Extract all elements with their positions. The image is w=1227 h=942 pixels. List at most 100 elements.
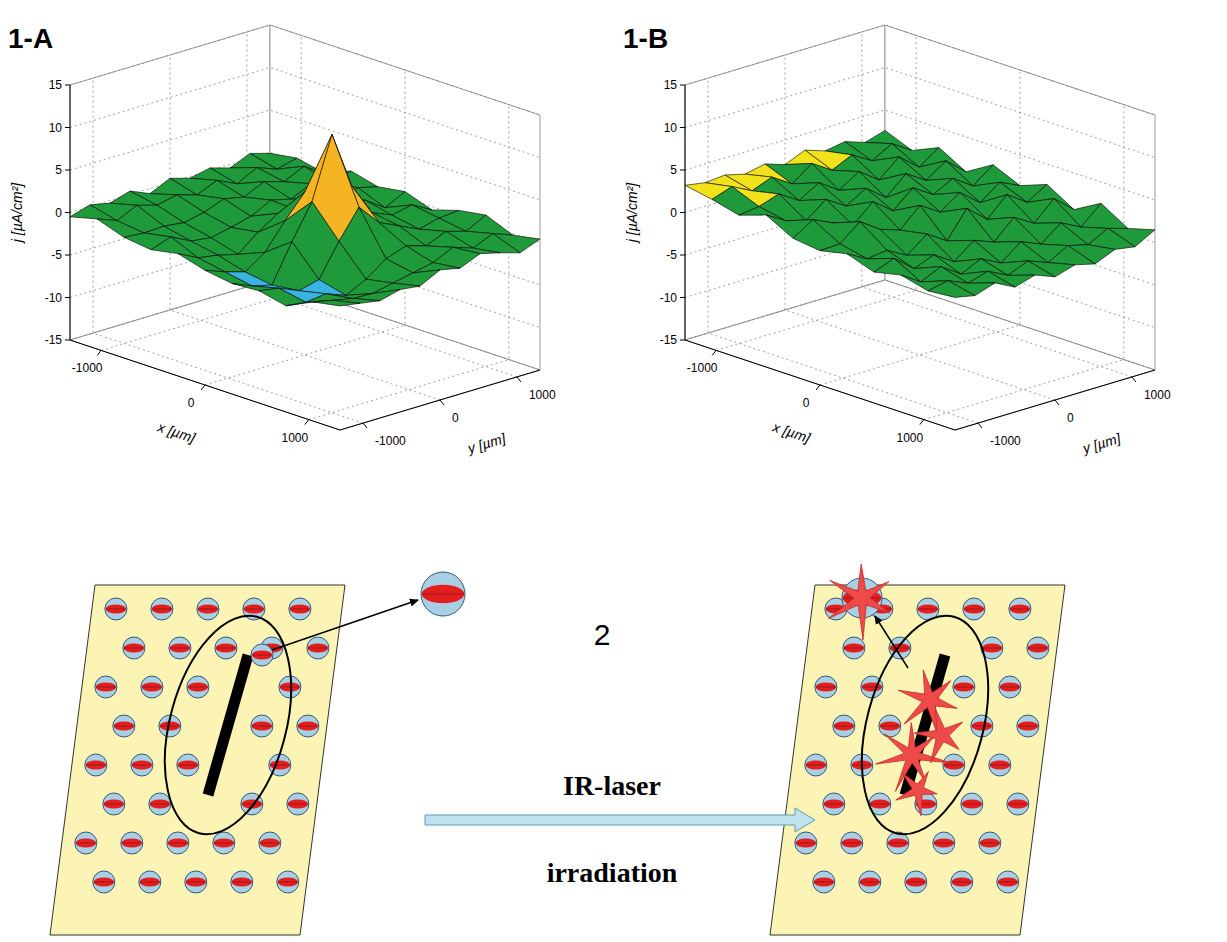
surface-cell (1048, 246, 1095, 265)
particle (121, 832, 143, 854)
surface-cell (426, 231, 473, 248)
z-tick-label: 5 (55, 163, 62, 177)
floor (685, 280, 1155, 430)
surface-cell (759, 194, 806, 221)
surface-cell (70, 205, 117, 221)
z-tick-label: -15 (660, 333, 678, 347)
particle (139, 871, 161, 893)
z-tick (680, 297, 685, 298)
particle (297, 715, 319, 737)
surface-cell (244, 182, 291, 200)
x-axis-title: x [µm] (155, 418, 198, 446)
step-label: 2 (594, 618, 611, 651)
z-tick (65, 340, 70, 341)
y-grid-line (708, 78, 978, 423)
particle (213, 832, 235, 854)
surface-cell (230, 153, 277, 169)
particle (421, 572, 465, 616)
y-axis-title: y [µm] (465, 430, 508, 457)
y-tick (517, 377, 521, 382)
surface-cell (259, 288, 306, 306)
particle (149, 793, 171, 815)
particle (215, 637, 237, 659)
particle (997, 871, 1019, 893)
z-tick-label: -10 (45, 291, 63, 305)
z-tick-label: -5 (666, 248, 677, 262)
particle (933, 832, 955, 854)
y-tick-label: 0 (452, 411, 459, 425)
surface-panel: -15-10-5051015-100001000-100001000x [µm]… (624, 25, 1171, 457)
particle (277, 871, 299, 893)
surface-cell (313, 300, 360, 306)
laser-burst (896, 772, 937, 816)
particle (123, 637, 145, 659)
arrow-label: irradiation (547, 857, 678, 888)
particle (177, 754, 199, 776)
surface-cell (419, 218, 466, 231)
z-tick (680, 212, 685, 213)
particle (963, 598, 985, 620)
particle (279, 676, 301, 698)
particle (805, 754, 827, 776)
z-tick (65, 127, 70, 128)
particle (999, 676, 1021, 698)
particle (251, 644, 273, 666)
surface-cell (178, 254, 225, 272)
y-tick (978, 423, 982, 428)
particle (943, 754, 965, 776)
y-tick-label: 0 (1067, 411, 1074, 425)
z-tick-label: 10 (664, 121, 678, 135)
y-tick (363, 423, 367, 428)
surface-cell (151, 237, 198, 258)
y-grid-line (170, 55, 440, 400)
z-tick (65, 170, 70, 171)
surface (685, 130, 1155, 297)
particle (813, 871, 835, 893)
z-tick-label: 0 (55, 206, 62, 220)
surface-cell (1008, 261, 1055, 277)
z-tick-label: -15 (45, 333, 63, 347)
scratch-outline (143, 602, 313, 848)
coating-sheet (770, 585, 1065, 935)
surface-cell (237, 168, 284, 184)
panel-label: 1-A (8, 23, 53, 54)
scratch (208, 655, 248, 795)
particle (841, 832, 863, 854)
particle (823, 793, 845, 815)
z-tick (65, 212, 70, 213)
callout-arrow (875, 616, 908, 668)
floor (70, 280, 540, 430)
y-axis (340, 370, 540, 430)
x-tick (305, 420, 309, 425)
surface-cell (110, 191, 157, 205)
z-tick-label: 15 (49, 78, 63, 92)
surface-cell (874, 258, 921, 282)
x-tick (97, 350, 101, 355)
z-tick (680, 255, 685, 256)
y-grid-line (247, 32, 517, 377)
surface-cell (150, 178, 197, 195)
particle (75, 832, 97, 854)
z-tick-label: 5 (670, 163, 677, 177)
x-tick-label: 1000 (896, 431, 923, 445)
schematic: 2IR-laserirradiation (50, 564, 1065, 935)
x-grid-line (716, 35, 916, 350)
y-tick-label: -1000 (375, 434, 406, 448)
particle (151, 598, 173, 620)
coating-sheet (50, 585, 345, 935)
z-grid-line (685, 25, 1155, 115)
x-tick (712, 350, 716, 355)
particle (167, 832, 189, 854)
z-tick (65, 297, 70, 298)
x-grid-line (101, 35, 301, 350)
z-tick (65, 255, 70, 256)
particle (905, 871, 927, 893)
particle (169, 637, 191, 659)
surface-cell (820, 244, 867, 259)
x-axis-title: x [µm] (770, 418, 813, 446)
z-tick (680, 170, 685, 171)
y-tick-label: 1000 (529, 388, 556, 402)
x-grid-line (309, 105, 509, 420)
z-tick-label: -10 (660, 291, 678, 305)
surface-cell (205, 270, 252, 286)
